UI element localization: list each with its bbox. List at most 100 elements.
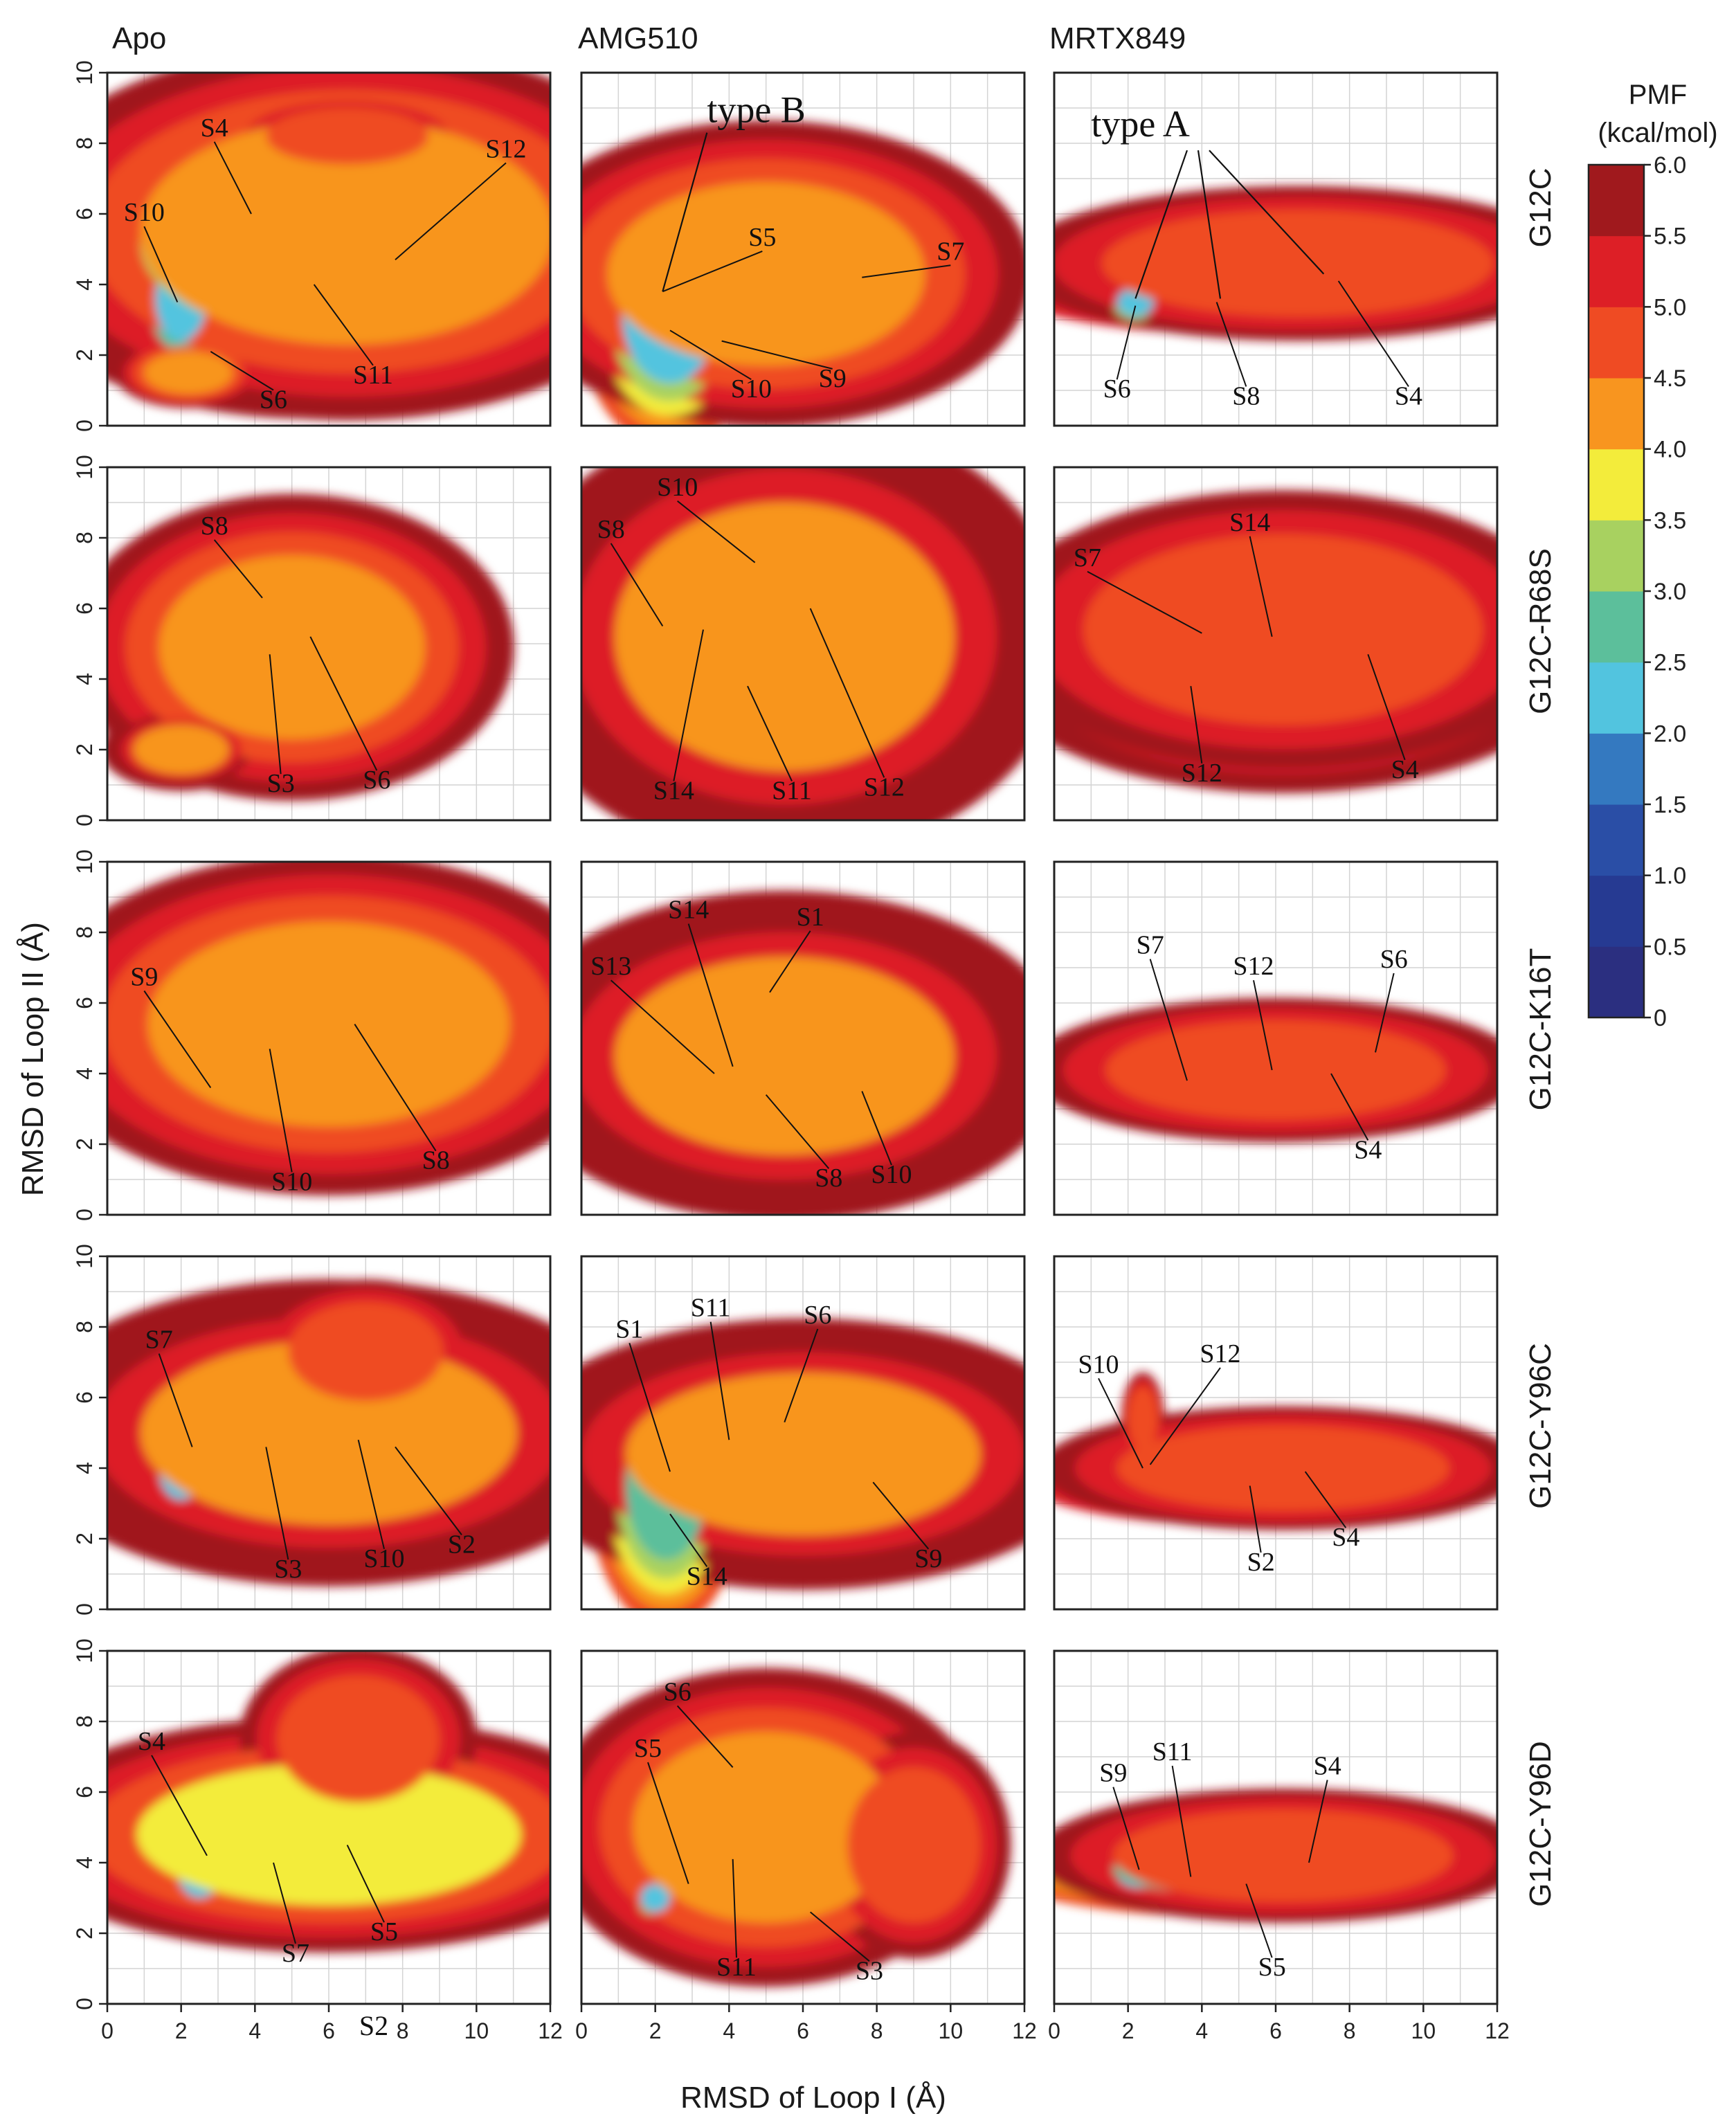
pmf-contour-band <box>147 921 510 1127</box>
panel-frame <box>1053 1255 1499 1611</box>
state-label: S6 <box>664 1677 691 1706</box>
pmf-contours <box>107 494 514 801</box>
panel-g12c-r68s-mrtx849: S14 S7 S12 S4 <box>1053 466 1499 822</box>
pmf-contour-band <box>277 1675 440 1803</box>
y-tick-label: 4 <box>72 1067 97 1080</box>
y-tick-label: 2 <box>72 349 97 361</box>
y-tick-label: 8 <box>72 1715 97 1728</box>
stray-state-label: S2 <box>359 2010 388 2041</box>
pmf-contours <box>1054 1788 1497 1923</box>
state-leader-line <box>1249 1485 1262 1553</box>
state-leader-line <box>610 543 664 627</box>
pmf-contour-band <box>133 725 229 775</box>
state-leader-line <box>354 1024 437 1152</box>
state-leader-line <box>265 1447 289 1560</box>
panel-frame <box>106 1255 552 1611</box>
state-leader-line <box>1367 653 1406 761</box>
state-leader-line <box>213 539 263 599</box>
pmf-contour-band <box>1083 534 1483 725</box>
panel-g12c-y96c-mrtx849: S10 S12 S2 S4 <box>1053 1255 1499 1611</box>
x-tick-label: 4 <box>248 2018 261 2043</box>
colorbar-swatch <box>1589 449 1644 521</box>
x-tick-label: 2 <box>649 2018 662 2043</box>
state-label: S10 <box>871 1160 912 1189</box>
state-label: S6 <box>363 766 390 795</box>
state-label: S5 <box>748 223 776 252</box>
state-leader-line <box>1375 973 1395 1053</box>
pmf-contour-band <box>1116 1425 1449 1511</box>
pmf-contours <box>581 1318 1024 1609</box>
y-tick-label: 0 <box>72 419 97 432</box>
pmf-contours <box>581 890 1024 1215</box>
state-label: S4 <box>201 114 228 143</box>
colorbar-swatch <box>1589 165 1644 237</box>
panel-g12c-mrtx849: type A S6 S8 S4 <box>1053 71 1499 427</box>
pmf-contour-band <box>633 1732 899 1923</box>
state-leader-line <box>1190 686 1203 764</box>
colorbar-tick-label: 5.5 <box>1654 224 1686 250</box>
pmf-contour-band <box>640 1883 671 1912</box>
state-label: S4 <box>1314 1752 1341 1781</box>
state-leader-line <box>721 340 833 370</box>
panel-frame <box>106 466 552 822</box>
y-tick-label: 10 <box>72 60 97 85</box>
column-title-apo: Apo <box>112 21 166 55</box>
y-tick-label: 6 <box>72 602 97 615</box>
state-leader-line <box>1304 1471 1347 1528</box>
pmf-contour-band <box>615 503 955 771</box>
state-leader-line <box>784 1328 819 1423</box>
panel-g12c-apo: 0 2 4 6 8 10 S4 S10 S12 S11 S6 <box>72 60 552 432</box>
state-label: S11 <box>353 361 393 390</box>
panel-frame <box>580 1255 1026 1611</box>
panel-frame <box>1053 71 1499 427</box>
state-label: S3 <box>274 1555 302 1584</box>
state-label: S10 <box>1078 1350 1119 1379</box>
y-tick-label: 4 <box>72 673 97 685</box>
state-leader-line <box>1171 1765 1192 1877</box>
y-tick-label: 0 <box>72 814 97 826</box>
panel-g12c-y96c-apo: 0 2 4 6 8 10 S7 S3 S10 S2 <box>72 1244 552 1616</box>
pmf-contour-band <box>266 108 428 165</box>
type-annotation: type B <box>707 89 805 130</box>
state-label: S14 <box>687 1562 727 1591</box>
colorbar-swatch <box>1589 804 1644 876</box>
panel-g12c-r68s-apo: 0 2 4 6 8 10 S8 S3 S6 <box>72 455 552 826</box>
colorbar-swatch <box>1589 733 1644 805</box>
state-label: S6 <box>804 1301 831 1330</box>
y-tick-label: 4 <box>72 1856 97 1869</box>
y-tick-label: 6 <box>72 208 97 220</box>
state-label: S5 <box>370 1917 398 1946</box>
state-leader-line <box>158 1353 193 1447</box>
row-title-g12c-r68s: G12C-R68S <box>1523 548 1557 714</box>
colorbar-title-pmf: PMF <box>1629 80 1687 110</box>
y-tick-label: 6 <box>72 997 97 1009</box>
panel-g12c-y96d-mrtx849: 0 2 4 6 8 10 12 S9 S11 S4 S5 <box>1048 1649 1510 2043</box>
pmf-contours <box>107 862 550 1195</box>
state-label: S10 <box>731 374 772 404</box>
state-leader-line <box>629 1342 671 1472</box>
panel-frame <box>1053 466 1499 822</box>
state-label: S11 <box>772 776 812 805</box>
state-leader-line <box>143 226 179 302</box>
state-label: S4 <box>1395 381 1422 410</box>
state-leader-line <box>395 1446 462 1536</box>
colorbar-swatch <box>1589 875 1644 947</box>
state-leader-line <box>269 1049 293 1173</box>
colorbar-tick-label: 4.5 <box>1654 365 1686 392</box>
y-tick-label: 4 <box>72 278 97 291</box>
x-tick-label: 4 <box>723 2018 735 2043</box>
state-leader-line <box>143 990 212 1088</box>
pmf-contour-band <box>1102 210 1494 316</box>
state-label: S13 <box>590 952 631 981</box>
pmf-contour-band <box>144 351 233 395</box>
y-tick-label: 6 <box>72 1786 97 1798</box>
colorbar-swatch <box>1589 591 1644 663</box>
type-pointer-line <box>1134 150 1188 299</box>
colorbar-tick-label: 5.0 <box>1654 294 1686 320</box>
colorbar-tick-label: 0.5 <box>1654 934 1686 960</box>
x-tick-label: 2 <box>175 2018 188 2043</box>
state-label: S1 <box>797 903 824 932</box>
state-label: S14 <box>1229 508 1270 537</box>
